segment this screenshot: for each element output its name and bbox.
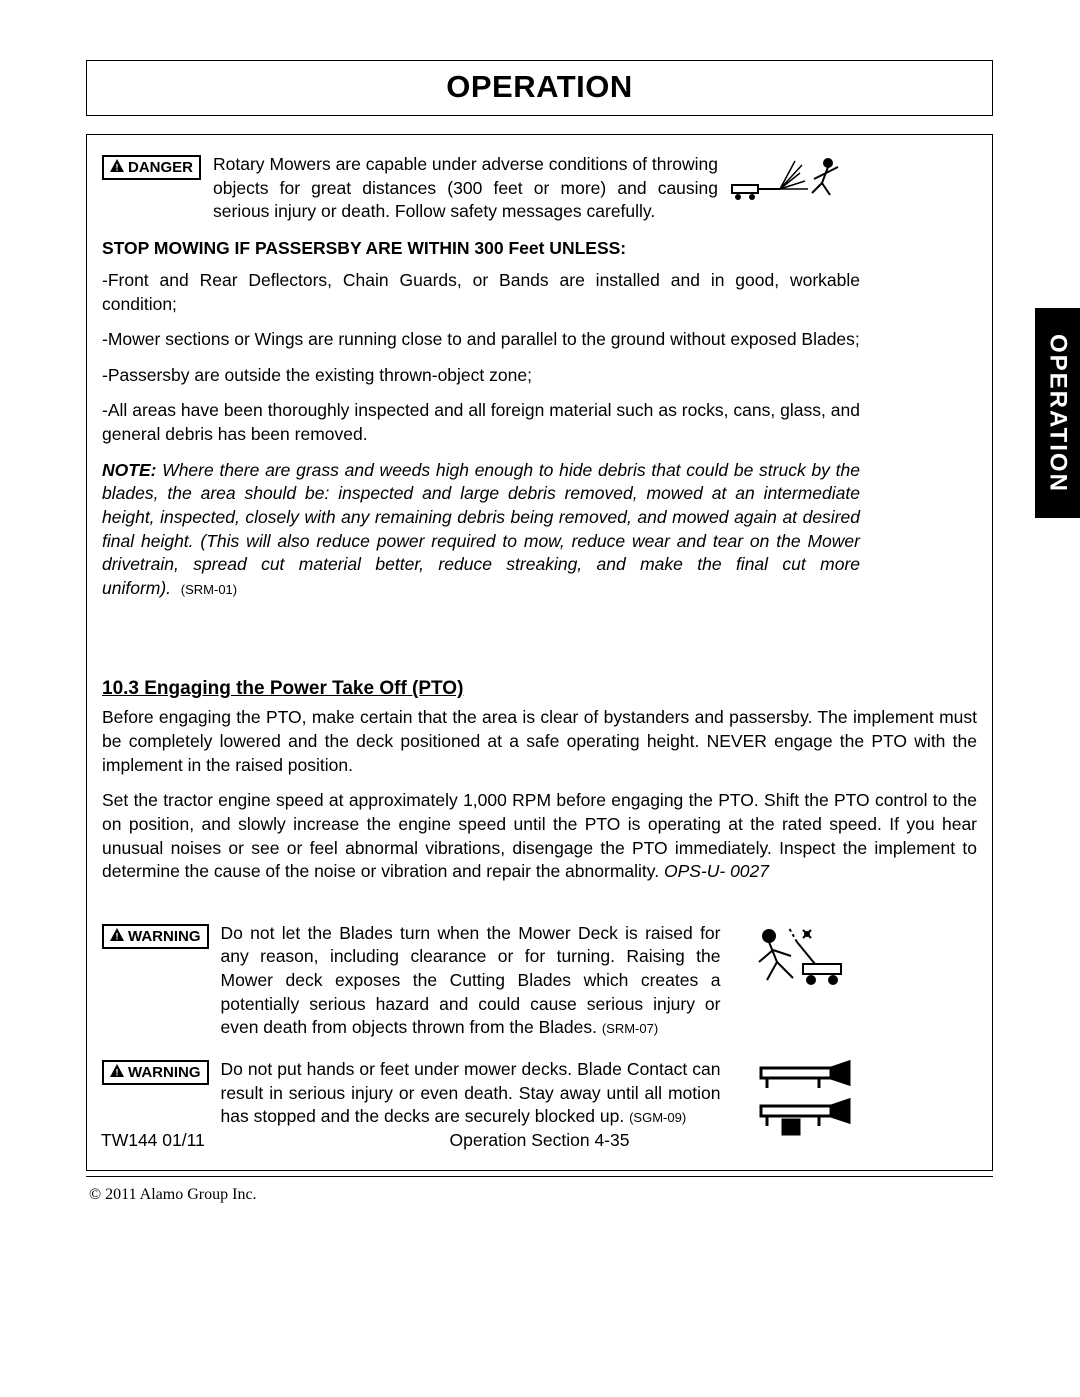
- note-lead: NOTE:: [102, 460, 156, 480]
- section-heading: 10.3 Engaging the Power Take Off (PTO): [102, 678, 977, 700]
- side-tab: OPERATION: [1035, 308, 1080, 518]
- warning2-icon: [733, 1058, 853, 1138]
- title-box: OPERATION: [86, 60, 993, 116]
- warning2-block: ! WARNING Do not put hands or feet under…: [102, 1058, 977, 1138]
- warning2-text: Do not put hands or feet under mower dec…: [221, 1058, 721, 1129]
- warning1-block: ! WARNING Do not let the Blades turn whe…: [102, 922, 977, 1040]
- warning1-label-text: WARNING: [128, 928, 201, 945]
- alert-icon: !: [110, 1064, 124, 1081]
- svg-text:!: !: [116, 163, 119, 173]
- warning2-label-text: WARNING: [128, 1064, 201, 1081]
- alert-icon: !: [110, 159, 124, 176]
- danger-icon: [730, 153, 850, 201]
- page-container: OPERATION ! DANGER Rotary Mowers are cap…: [86, 60, 993, 1170]
- alert-icon: !: [110, 928, 124, 945]
- section-p1: Before engaging the PTO, make certain th…: [102, 706, 977, 777]
- note-block: NOTE: Where there are grass and weeds hi…: [102, 459, 860, 601]
- danger-text: Rotary Mowers are capable under adverse …: [213, 153, 718, 224]
- svg-text:!: !: [116, 1067, 119, 1077]
- footer-center: Operation Section 4-35: [351, 1130, 978, 1151]
- stop-heading: STOP MOWING IF PASSERSBY ARE WITHIN 300 …: [102, 238, 860, 259]
- note-code: (SRM-01): [181, 582, 237, 597]
- warning1-label: ! WARNING: [102, 924, 209, 949]
- danger-block: ! DANGER Rotary Mowers are capable under…: [102, 153, 977, 224]
- warning1-code: (SRM-07): [602, 1021, 658, 1036]
- copyright: © 2011 Alamo Group Inc.: [89, 1186, 257, 1204]
- footer-left: TW144 01/11: [101, 1130, 351, 1151]
- warning2-label: ! WARNING: [102, 1060, 209, 1085]
- section-p2-ref: OPS-U- 0027: [664, 861, 769, 881]
- warning2-code: (SGM-09): [629, 1110, 686, 1125]
- danger-label-text: DANGER: [128, 159, 193, 176]
- warning1-text: Do not let the Blades turn when the Mowe…: [221, 922, 721, 1040]
- content-box: ! DANGER Rotary Mowers are capable under…: [86, 134, 993, 1171]
- warning1-icon: [733, 922, 853, 992]
- section-p2-text: Set the tractor engine speed at approxim…: [102, 790, 977, 881]
- footer-rule: [86, 1176, 993, 1177]
- bullet-1: -Front and Rear Deflectors, Chain Guards…: [102, 269, 860, 316]
- page-title: OPERATION: [87, 69, 992, 105]
- footer: TW144 01/11 Operation Section 4-35: [86, 1130, 993, 1151]
- bullet-2: -Mower sections or Wings are running clo…: [102, 328, 860, 352]
- danger-label: ! DANGER: [102, 155, 201, 180]
- svg-text:!: !: [116, 931, 119, 941]
- bullet-4: -All areas have been thoroughly inspecte…: [102, 399, 860, 446]
- note-body: Where there are grass and weeds high eno…: [102, 460, 860, 598]
- section-p2: Set the tractor engine speed at approxim…: [102, 789, 977, 884]
- bullet-3: -Passersby are outside the existing thro…: [102, 364, 860, 388]
